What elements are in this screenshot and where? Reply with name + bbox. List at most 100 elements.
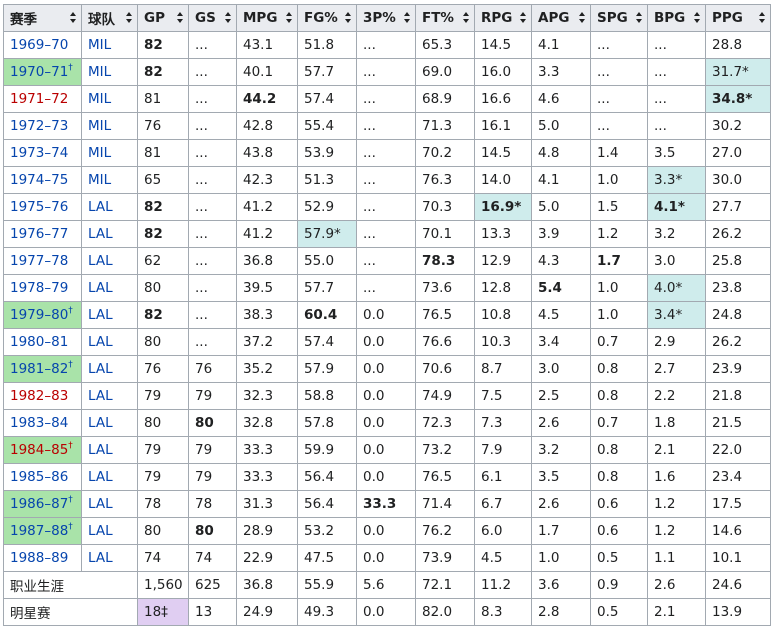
stat-ft: 73.6 — [415, 274, 475, 302]
team-link[interactable]: LAL — [81, 328, 138, 356]
team-link[interactable]: LAL — [81, 355, 138, 383]
season-link[interactable]: 1986–87† — [3, 490, 82, 518]
stat-mpg: 22.9 — [236, 544, 298, 572]
sort-icon[interactable] — [694, 12, 701, 24]
stat-apg: 2.6 — [531, 409, 591, 437]
stat-gs: ... — [188, 247, 237, 275]
header-team[interactable]: 球队 — [81, 4, 138, 32]
header-season[interactable]: 赛季 — [3, 4, 82, 32]
stat-spg: 0.6 — [590, 517, 648, 545]
table-row: 1982–83 LAL 79 79 32.3 58.8 0.0 74.9 7.5 2.5 0.8 2.… — [3, 382, 771, 410]
season-link[interactable]: 1985–86 — [3, 463, 82, 491]
team-link[interactable]: LAL — [81, 544, 138, 572]
sort-icon[interactable] — [286, 12, 293, 24]
header-rpg[interactable]: RPG — [474, 4, 532, 32]
stat-tp: 0.0 — [356, 301, 416, 329]
stat-ppg: 22.0 — [705, 436, 771, 464]
season-link[interactable]: 1970–71† — [3, 58, 82, 86]
team-link[interactable]: MIL — [81, 58, 138, 86]
stat-bpg: 2.6 — [647, 571, 706, 599]
stat-mpg: 38.3 — [236, 301, 298, 329]
stat-bpg: 3.4* — [647, 301, 706, 329]
stat-rpg: 6.0 — [474, 517, 532, 545]
season-link[interactable]: 1988–89 — [3, 544, 82, 572]
sort-icon[interactable] — [759, 12, 766, 24]
season-link[interactable]: 1982–83 — [3, 382, 82, 410]
sort-icon[interactable] — [126, 12, 133, 24]
season-link[interactable]: 1973–74 — [3, 139, 82, 167]
season-link[interactable]: 1980–81 — [3, 328, 82, 356]
header-bpg[interactable]: BPG — [647, 4, 706, 32]
team-link[interactable]: LAL — [81, 220, 138, 248]
stat-mpg: 35.2 — [236, 355, 298, 383]
header-ft[interactable]: FT% — [415, 4, 475, 32]
stat-gp: 79 — [137, 436, 189, 464]
stat-mpg: 37.2 — [236, 328, 298, 356]
stat-ft: 71.3 — [415, 112, 475, 140]
season-label: 1983–84 — [10, 415, 69, 431]
header-gp[interactable]: GP — [137, 4, 189, 32]
team-link[interactable]: MIL — [81, 166, 138, 194]
season-link[interactable]: 1978–79 — [3, 274, 82, 302]
summary-label: 明星赛 — [3, 598, 138, 626]
team-link[interactable]: MIL — [81, 139, 138, 167]
team-link[interactable]: LAL — [81, 247, 138, 275]
stat-fg: 56.4 — [297, 490, 357, 518]
season-link[interactable]: 1984–85† — [3, 436, 82, 464]
stat-bpg: 1.2 — [647, 490, 706, 518]
stat-ppg: 21.8 — [705, 382, 771, 410]
stat-ft: 70.1 — [415, 220, 475, 248]
season-link[interactable]: 1972–73 — [3, 112, 82, 140]
header-spg[interactable]: SPG — [590, 4, 648, 32]
stat-apg: 4.5 — [531, 301, 591, 329]
team-link[interactable]: LAL — [81, 409, 138, 437]
season-link[interactable]: 1969–70 — [3, 31, 82, 59]
season-link[interactable]: 1977–78 — [3, 247, 82, 275]
stat-tp: 0.0 — [356, 463, 416, 491]
season-link[interactable]: 1979–80† — [3, 301, 82, 329]
header-3p[interactable]: 3P% — [356, 4, 416, 32]
team-link[interactable]: LAL — [81, 301, 138, 329]
stat-mpg: 41.2 — [236, 220, 298, 248]
team-link[interactable]: MIL — [81, 112, 138, 140]
header-fg[interactable]: FG% — [297, 4, 357, 32]
team-link[interactable]: LAL — [81, 274, 138, 302]
sort-icon[interactable] — [70, 12, 77, 24]
team-link[interactable]: LAL — [81, 436, 138, 464]
stat-fg: 58.8 — [297, 382, 357, 410]
season-link[interactable]: 1987–88† — [3, 517, 82, 545]
team-link[interactable]: MIL — [81, 31, 138, 59]
season-link[interactable]: 1974–75 — [3, 166, 82, 194]
season-link[interactable]: 1983–84 — [3, 409, 82, 437]
stat-ppg: 21.5 — [705, 409, 771, 437]
sort-icon[interactable] — [177, 12, 184, 24]
sort-icon[interactable] — [520, 12, 527, 24]
stat-tp: ... — [356, 193, 416, 221]
season-link[interactable]: 1981–82† — [3, 355, 82, 383]
sort-icon[interactable] — [225, 12, 232, 24]
team-link[interactable]: MIL — [81, 85, 138, 113]
header-ppg[interactable]: PPG — [705, 4, 771, 32]
team-link[interactable]: LAL — [81, 382, 138, 410]
stat-apg: 5.4 — [531, 274, 591, 302]
season-link[interactable]: 1976–77 — [3, 220, 82, 248]
season-link[interactable]: 1975–76 — [3, 193, 82, 221]
header-gs[interactable]: GS — [188, 4, 237, 32]
stat-fg: 59.9 — [297, 436, 357, 464]
sort-icon[interactable] — [404, 12, 411, 24]
stat-ppg: 25.8 — [705, 247, 771, 275]
season-link[interactable]: 1971–72 — [3, 85, 82, 113]
header-apg[interactable]: APG — [531, 4, 591, 32]
team-link[interactable]: LAL — [81, 193, 138, 221]
sort-icon[interactable] — [579, 12, 586, 24]
sort-icon[interactable] — [345, 12, 352, 24]
header-mpg[interactable]: MPG — [236, 4, 298, 32]
team-link[interactable]: LAL — [81, 490, 138, 518]
sort-icon[interactable] — [463, 12, 470, 24]
champion-dagger: † — [68, 306, 73, 316]
stat-rpg: 16.1 — [474, 112, 532, 140]
team-link[interactable]: LAL — [81, 517, 138, 545]
sort-icon[interactable] — [636, 12, 643, 24]
team-link[interactable]: LAL — [81, 463, 138, 491]
header-row: 赛季 球队 GP GS MPG FG% 3P% FT% RPG APG SPG BPG PPG — [3, 4, 771, 32]
